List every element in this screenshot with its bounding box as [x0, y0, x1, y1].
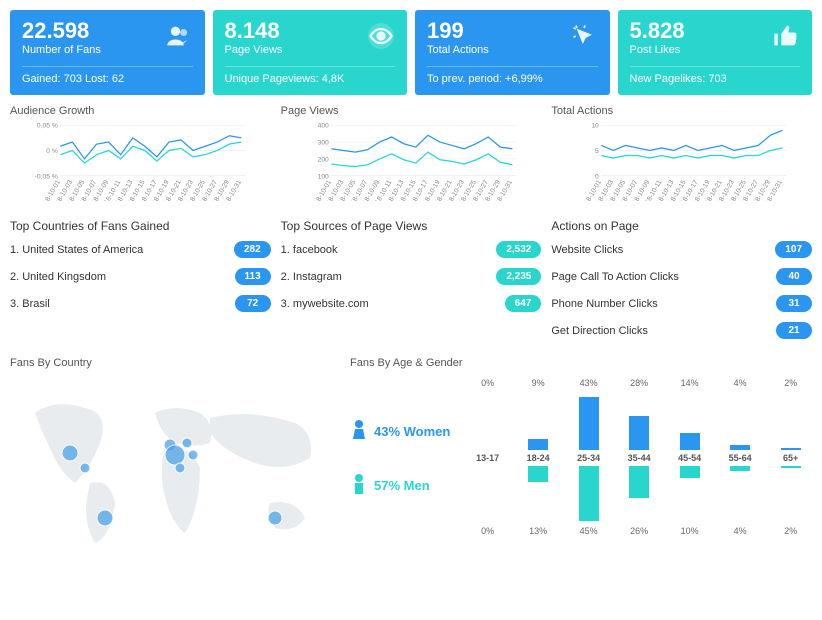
- age-group-18-24: 9% 18-24 13%: [517, 378, 560, 538]
- chart-title-0: Audience Growth: [10, 105, 271, 117]
- age-label: 18-24: [527, 453, 550, 463]
- women-pct: 2%: [784, 378, 797, 388]
- men-pct: 4%: [734, 526, 747, 536]
- list-item: Phone Number Clicks 31: [551, 295, 812, 312]
- demographics-title: Fans By Age & Gender: [350, 357, 812, 369]
- list-label: 1. facebook: [281, 244, 338, 256]
- legend-men: 57% Men: [350, 473, 450, 497]
- eye-icon: [367, 22, 395, 50]
- men-pct: 2%: [784, 526, 797, 536]
- list-item: 2. United Kingsdom 113: [10, 268, 271, 285]
- age-label: 65+: [783, 453, 798, 463]
- men-pct: 0%: [481, 526, 494, 536]
- kpi-card-0: 22.598 Number of Fans Gained: 703 Lost: …: [10, 10, 205, 95]
- women-pct: 43%: [580, 378, 598, 388]
- chart-title-2: Total Actions: [551, 105, 812, 117]
- men-pct: 45%: [580, 526, 598, 536]
- line-chart-2: 10502018-10-012018-10-032018-10-052018-1…: [551, 121, 812, 201]
- svg-text:0,05 %: 0,05 %: [37, 123, 58, 130]
- age-label: 55-64: [729, 453, 752, 463]
- list-label: Get Direction Clicks: [551, 325, 648, 337]
- svg-text:10: 10: [592, 123, 600, 130]
- list-item: 3. Brasil 72: [10, 295, 271, 312]
- list-label: 3. Brasil: [10, 298, 50, 310]
- kpi-card-2: 199 Total Actions To prev. period: +6,99…: [415, 10, 610, 95]
- women-pct: 4%: [734, 378, 747, 388]
- list-item: 2. Instagram 2,235: [281, 268, 542, 285]
- list-label: Website Clicks: [551, 244, 623, 256]
- list-badge: 31: [776, 295, 812, 312]
- svg-text:400: 400: [317, 123, 328, 130]
- line-chart-1: 4003002001002018-10-012018-10-032018-10-…: [281, 121, 542, 201]
- svg-text:300: 300: [317, 140, 328, 147]
- men-pct: 13%: [529, 526, 547, 536]
- age-group-45-54: 14% 45-54 10%: [668, 378, 711, 538]
- kpi-sub: To prev. period: +6,99%: [427, 66, 598, 85]
- list-label: Page Call To Action Clicks: [551, 271, 679, 283]
- cursor-icon: [570, 22, 598, 50]
- svg-text:0 %: 0 %: [46, 148, 58, 155]
- legend-women: 43% Women: [350, 419, 450, 443]
- line-chart-0: 0,05 %0 %-0,05 %2018-10-012018-10-032018…: [10, 121, 271, 201]
- list-badge: 2,532: [496, 241, 541, 258]
- kpi-sub: Unique Pageviews: 4,8K: [225, 66, 396, 85]
- age-group-55-64: 4% 55-64 4%: [719, 378, 762, 538]
- list-item: Website Clicks 107: [551, 241, 812, 258]
- list-title-1: Top Sources of Page Views: [281, 219, 542, 233]
- list-label: 2. United Kingsdom: [10, 271, 106, 283]
- demographics-bars: 0% 13-17 0% 9% 18-24 13% 43% 25-34 45% 2…: [466, 373, 812, 543]
- list-badge: 72: [235, 295, 271, 312]
- svg-text:-0,05 %: -0,05 %: [35, 173, 58, 180]
- women-pct: 28%: [630, 378, 648, 388]
- svg-text:5: 5: [595, 148, 599, 155]
- age-label: 13-17: [476, 453, 499, 463]
- age-group-35-44: 28% 35-44 26%: [618, 378, 661, 538]
- women-pct: 9%: [532, 378, 545, 388]
- list-badge: 2,235: [496, 268, 541, 285]
- age-label: 35-44: [628, 453, 651, 463]
- list-label: Phone Number Clicks: [551, 298, 657, 310]
- kpi-card-3: 5.828 Post Likes New Pagelikes: 703: [618, 10, 813, 95]
- age-label: 25-34: [577, 453, 600, 463]
- people-icon: [165, 22, 193, 50]
- chart-title-1: Page Views: [281, 105, 542, 117]
- list-badge: 107: [775, 241, 812, 258]
- women-pct: 14%: [681, 378, 699, 388]
- men-pct: 10%: [681, 526, 699, 536]
- svg-text:100: 100: [317, 173, 328, 180]
- list-title-2: Actions on Page: [551, 219, 812, 233]
- list-item: 3. mywebsite.com 647: [281, 295, 542, 312]
- age-group-65+: 2% 65+ 2%: [769, 378, 812, 538]
- list-label: 2. Instagram: [281, 271, 342, 283]
- men-pct: 26%: [630, 526, 648, 536]
- list-label: 1. United States of America: [10, 244, 143, 256]
- list-label: 3. mywebsite.com: [281, 298, 369, 310]
- list-badge: 113: [235, 268, 271, 285]
- kpi-sub: Gained: 703 Lost: 62: [22, 66, 193, 85]
- map-chart: [10, 373, 340, 553]
- list-badge: 21: [776, 322, 812, 339]
- age-label: 45-54: [678, 453, 701, 463]
- thumb-icon: [772, 22, 800, 50]
- list-item: 1. United States of America 282: [10, 241, 271, 258]
- kpi-card-1: 8.148 Page Views Unique Pageviews: 4,8K: [213, 10, 408, 95]
- svg-text:200: 200: [317, 156, 328, 163]
- list-badge: 282: [234, 241, 271, 258]
- list-title-0: Top Countries of Fans Gained: [10, 219, 271, 233]
- list-item: Get Direction Clicks 21: [551, 322, 812, 339]
- kpi-sub: New Pagelikes: 703: [630, 66, 801, 85]
- women-pct: 0%: [481, 378, 494, 388]
- age-group-13-17: 0% 13-17 0%: [466, 378, 509, 538]
- list-badge: 40: [776, 268, 812, 285]
- age-group-25-34: 43% 25-34 45%: [567, 378, 610, 538]
- map-title: Fans By Country: [10, 357, 340, 369]
- list-badge: 647: [505, 295, 542, 312]
- list-item: 1. facebook 2,532: [281, 241, 542, 258]
- list-item: Page Call To Action Clicks 40: [551, 268, 812, 285]
